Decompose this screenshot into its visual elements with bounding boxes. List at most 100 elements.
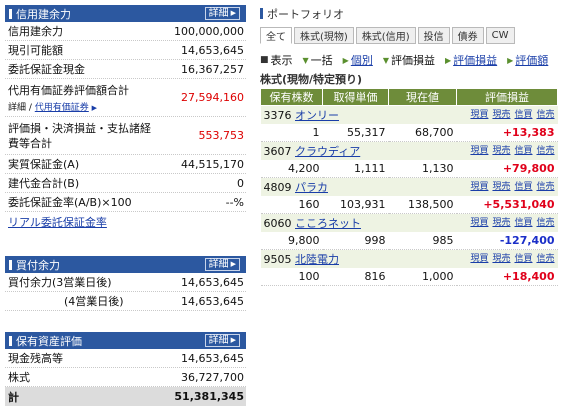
portfolio-toolbar: ■ 表示 ▼ 一括 ▶ 個別 ▼ 評価損益 ▶ 評価損益 ▶ 評価額 bbox=[260, 52, 548, 68]
assets-panel: 保有資産評価 詳細 ▶ 現金残高等 14,653,645 株式 36,727,7… bbox=[5, 332, 246, 406]
trade-action-buy-cash[interactable]: 現買 bbox=[470, 109, 489, 120]
tab-stock-cash[interactable]: 株式(現物) bbox=[294, 27, 354, 44]
trade-actions: 現買 現売 信買 信売 bbox=[470, 251, 554, 264]
trade-actions: 現買 現売 信買 信売 bbox=[470, 107, 554, 120]
trade-action-buy-cash[interactable]: 現買 bbox=[470, 145, 489, 156]
individual-toggle[interactable]: ▶ 個別 bbox=[343, 52, 373, 68]
holding-value-row: 160 103,931 138,500 +5,531,040 bbox=[260, 195, 558, 214]
assets-total-row: 計 51,381,345 bbox=[5, 387, 246, 406]
credit-row: 信用建余力 100,000,000 bbox=[5, 22, 246, 41]
holding-code: 3376 bbox=[263, 108, 292, 122]
trade-action-buy-cash[interactable]: 現買 bbox=[470, 217, 489, 228]
trade-action-sell-margin[interactable]: 信売 bbox=[536, 181, 555, 192]
trade-action-buy-cash[interactable]: 現買 bbox=[470, 181, 489, 192]
assets-row-value: 36,727,700 bbox=[181, 370, 244, 384]
tab-all[interactable]: 全て bbox=[260, 27, 292, 44]
pl-link-item[interactable]: ▶ 評価損益 bbox=[445, 52, 497, 68]
trade-action-sell-cash[interactable]: 現売 bbox=[492, 109, 511, 120]
holding-name-link[interactable]: オンリー bbox=[295, 108, 339, 122]
buying-panel-title: 買付余力 bbox=[9, 257, 60, 273]
credit-panel-title: 信用建余力 bbox=[9, 6, 71, 22]
credit-panel-header: 信用建余力 詳細 ▶ bbox=[5, 5, 246, 22]
holding-name-link[interactable]: こころネット bbox=[295, 216, 361, 230]
buying-row: 買付余力(3営業日後) 14,653,645 bbox=[5, 273, 246, 292]
trade-action-sell-margin[interactable]: 信売 bbox=[536, 109, 555, 120]
holding-shares: 4,200 bbox=[260, 159, 323, 178]
holding-name-link[interactable]: パラカ bbox=[295, 180, 328, 194]
holding-pl: +18,400 bbox=[456, 267, 558, 286]
trade-action-sell-cash[interactable]: 現売 bbox=[492, 217, 511, 228]
assets-total-label: 計 bbox=[8, 390, 19, 404]
credit-row: 委託保証金率(A/B)×100 --% bbox=[5, 193, 246, 212]
trade-action-sell-margin[interactable]: 信売 bbox=[536, 253, 555, 264]
credit-detail-button[interactable]: 詳細 ▶ bbox=[204, 7, 240, 20]
holding-name-link[interactable]: 北陸電力 bbox=[295, 252, 339, 266]
holding-shares: 9,800 bbox=[260, 231, 323, 250]
holdings-header-row: 保有株数 取得単価 現在値 評価損益 bbox=[260, 88, 558, 106]
holding-name-row: 現買 現売 信買 信売 4809 パラカ bbox=[260, 177, 558, 196]
credit-row-value: 100,000,000 bbox=[174, 24, 244, 38]
credit-row-value: 553,753 bbox=[198, 129, 245, 142]
substitute-securities-link[interactable]: 代用有価証券 bbox=[34, 103, 89, 113]
holding-value-row: 100 816 1,000 +18,400 bbox=[260, 267, 558, 286]
tab-funds[interactable]: 投信 bbox=[417, 27, 450, 44]
trade-action-buy-margin[interactable]: 信買 bbox=[514, 217, 533, 228]
amount-link[interactable]: 評価額 bbox=[515, 54, 549, 67]
trade-action-buy-margin[interactable]: 信買 bbox=[514, 181, 533, 192]
pl-link[interactable]: 評価損益 bbox=[453, 54, 498, 67]
holding-name-link[interactable]: クラウディア bbox=[295, 144, 361, 158]
trade-action-sell-margin[interactable]: 信売 bbox=[536, 145, 555, 156]
holding-price: 1,000 bbox=[388, 267, 457, 286]
holding-cost: 103,931 bbox=[322, 195, 389, 214]
buying-row-value: 14,653,645 bbox=[181, 275, 244, 289]
triangle-right-icon: ▶ bbox=[230, 260, 236, 268]
assets-panel-header: 保有資産評価 詳細 ▶ bbox=[5, 332, 246, 349]
holding-pl: +5,531,040 bbox=[456, 195, 558, 214]
collapse-all-toggle[interactable]: ▼ 一括 bbox=[303, 52, 333, 68]
assets-detail-button[interactable]: 詳細 ▶ bbox=[204, 334, 240, 347]
trade-action-buy-margin[interactable]: 信買 bbox=[514, 145, 533, 156]
trade-action-sell-cash[interactable]: 現売 bbox=[492, 145, 511, 156]
holdings-table: 保有株数 取得単価 現在値 評価損益 現買 現売 信買 信売 3376 オンリー 1 55,… bbox=[260, 88, 558, 286]
trade-actions: 現買 現売 信買 信売 bbox=[470, 179, 554, 192]
trade-action-sell-cash[interactable]: 現売 bbox=[492, 181, 511, 192]
credit-row-label: 建代金合計(B) bbox=[8, 177, 80, 190]
buying-row: (4営業日後) 14,653,645 bbox=[5, 292, 246, 311]
trade-action-buy-margin[interactable]: 信買 bbox=[514, 253, 533, 264]
realtime-margin-row: リアル委託保証金率 bbox=[5, 212, 246, 231]
holding-code: 6060 bbox=[263, 216, 292, 230]
holding-cost: 55,317 bbox=[322, 123, 389, 142]
credit-row-label: 委託保証金現金 bbox=[8, 63, 85, 76]
credit-row-label: 評価損・決済損益・支払諸経費等合計 bbox=[8, 121, 151, 150]
trade-action-sell-cash[interactable]: 現売 bbox=[492, 253, 511, 264]
realtime-margin-rate-link[interactable]: リアル委託保証金率 bbox=[8, 215, 107, 229]
buying-row-label: (4営業日後) bbox=[64, 295, 124, 308]
trade-action-buy-cash[interactable]: 現買 bbox=[470, 253, 489, 264]
assets-row: 現金残高等 14,653,645 bbox=[5, 349, 246, 368]
display-menu[interactable]: ■ 表示 bbox=[260, 52, 293, 68]
holding-shares: 160 bbox=[260, 195, 323, 214]
assets-detail-label: 詳細 bbox=[208, 335, 229, 346]
holding-cost: 1,111 bbox=[322, 159, 389, 178]
holding-price: 68,700 bbox=[388, 123, 457, 142]
header-cost: 取得単価 bbox=[322, 88, 389, 106]
individual-link[interactable]: 個別 bbox=[350, 54, 373, 67]
credit-panel: 信用建余力 詳細 ▶ 信用建余力 100,000,000 現引可能額 14,65… bbox=[5, 5, 246, 231]
trade-action-sell-margin[interactable]: 信売 bbox=[536, 217, 555, 228]
buying-panel-header: 買付余力 詳細 ▶ bbox=[5, 256, 246, 273]
credit-row-value: 44,515,170 bbox=[181, 157, 244, 171]
holding-code: 9505 bbox=[263, 252, 292, 266]
holding-cost: 816 bbox=[322, 267, 389, 286]
amount-link-item[interactable]: ▶ 評価額 bbox=[507, 52, 548, 68]
sub-detail-link[interactable]: 詳細 bbox=[8, 103, 27, 113]
tab-bonds[interactable]: 債券 bbox=[451, 27, 484, 44]
trade-action-buy-margin[interactable]: 信買 bbox=[514, 109, 533, 120]
credit-row: 現引可能額 14,653,645 bbox=[5, 41, 246, 60]
tab-cw[interactable]: CW bbox=[485, 27, 515, 44]
credit-row: 委託保証金現金 16,367,257 bbox=[5, 60, 246, 79]
pl-sort[interactable]: ▼ 評価損益 bbox=[383, 52, 435, 68]
tab-stock-margin[interactable]: 株式(信用) bbox=[355, 27, 416, 44]
assets-panel-title: 保有資産評価 bbox=[9, 333, 82, 349]
buying-row-value: 14,653,645 bbox=[181, 294, 244, 308]
buying-detail-button[interactable]: 詳細 ▶ bbox=[204, 258, 240, 271]
